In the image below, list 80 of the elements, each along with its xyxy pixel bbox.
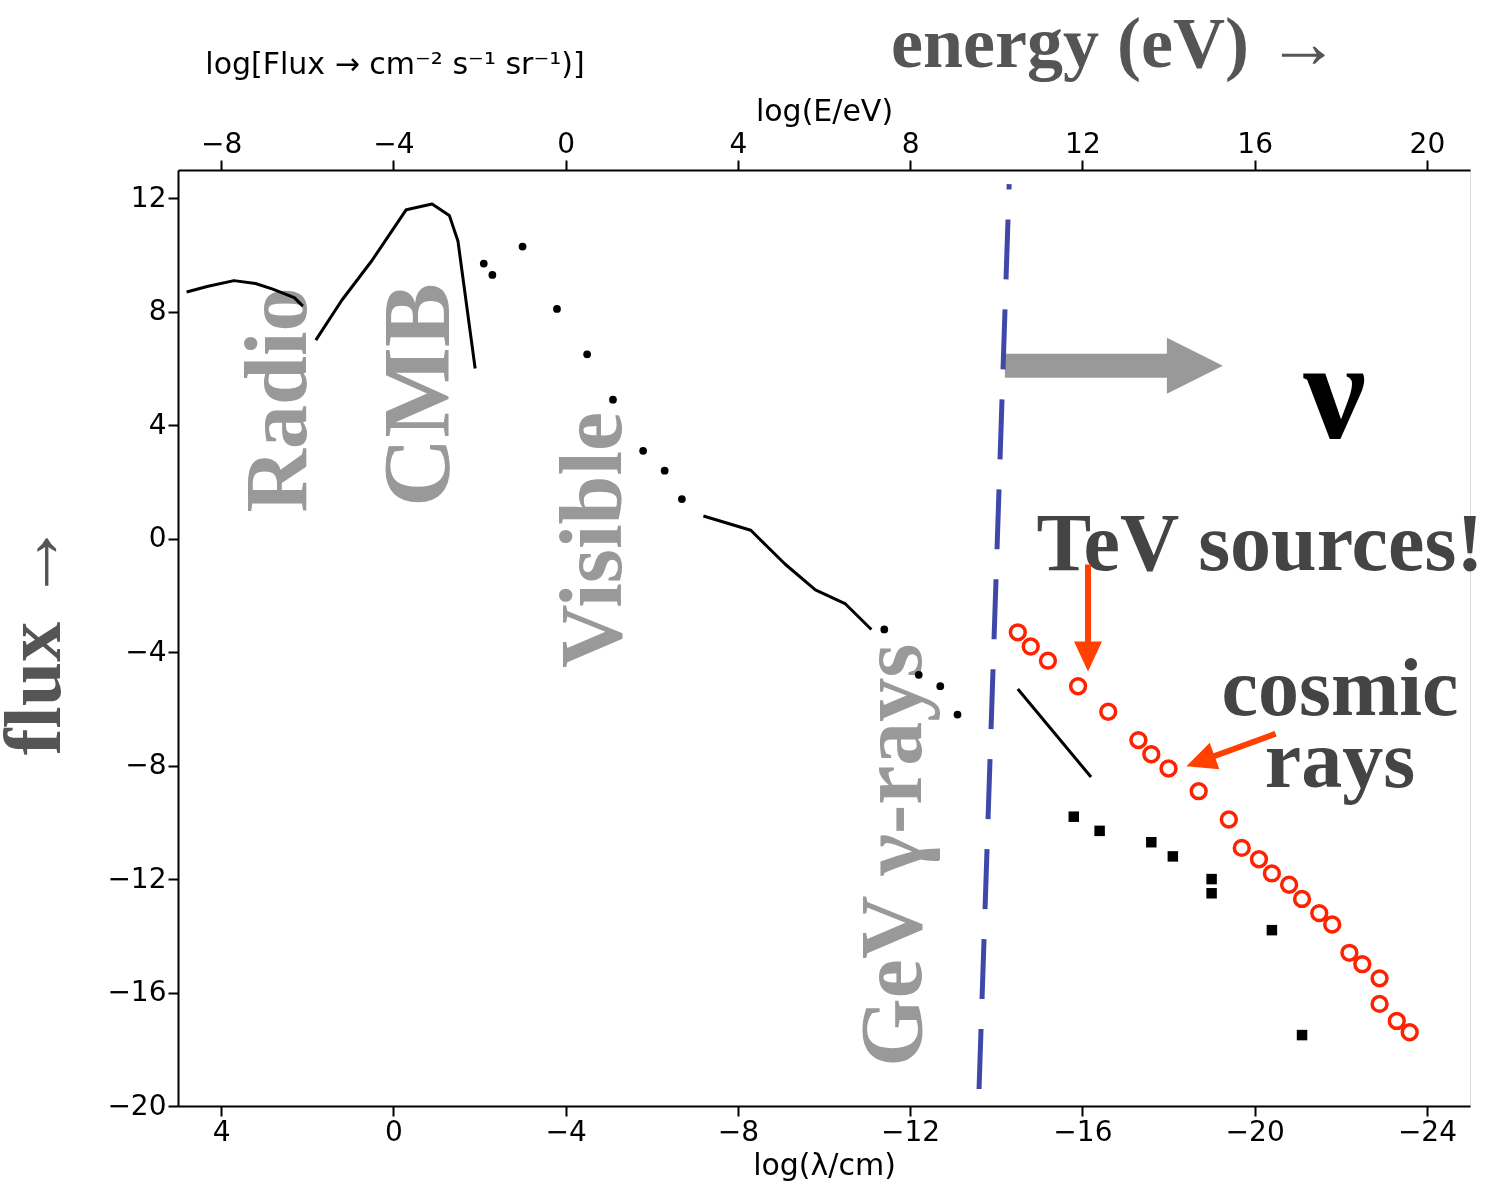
- point: [880, 625, 889, 634]
- x-tick-label: 0: [384, 1114, 403, 1148]
- point: [1219, 810, 1238, 829]
- y-tick-label: −20: [107, 1088, 167, 1122]
- point: [953, 710, 962, 719]
- point: [1189, 782, 1208, 801]
- point: [1068, 811, 1080, 822]
- y-tick-label: 4: [148, 407, 167, 441]
- text: energy (eV) →: [891, 3, 1339, 83]
- point: [553, 305, 561, 313]
- point: [1206, 888, 1217, 899]
- point: [1021, 637, 1040, 656]
- point: [1262, 864, 1282, 883]
- x2-tick-label: −8: [200, 126, 243, 160]
- point: [1146, 836, 1157, 848]
- x2-tick-label: 4: [729, 126, 748, 160]
- point: [678, 495, 686, 503]
- x2-tick-label: 20: [1409, 126, 1446, 160]
- x2-axis-title: log(E/eV): [755, 92, 894, 128]
- point: [1142, 745, 1161, 764]
- y-axis-title: flux →: [0, 521, 78, 756]
- point: [1323, 915, 1342, 934]
- point: [660, 466, 669, 475]
- annotation: GeV γ-rays: [843, 643, 940, 1067]
- y-tick-label: −4: [125, 634, 167, 668]
- x-tick-label: 4: [212, 1114, 231, 1148]
- point: [1099, 702, 1118, 721]
- point: [479, 259, 488, 268]
- point: [1370, 994, 1389, 1014]
- point: [1008, 623, 1027, 642]
- x2-tick-label: 12: [1065, 126, 1101, 160]
- point: [583, 350, 592, 359]
- point: [609, 395, 617, 404]
- x-tick-label: −4: [545, 1114, 587, 1148]
- point: [1387, 1011, 1406, 1031]
- x-axis-title: log(λ/cm): [753, 1146, 896, 1182]
- y-tick-label: −8: [125, 748, 167, 782]
- point: [1266, 924, 1278, 936]
- point: [1094, 825, 1105, 837]
- y-tick-label: 12: [130, 180, 167, 214]
- x2-tick-label: 0: [557, 126, 576, 160]
- y-tick-label: 8: [148, 294, 167, 328]
- point: [1370, 969, 1389, 988]
- point: [1206, 873, 1217, 885]
- x-tick-label: −24: [1397, 1114, 1457, 1148]
- point: [1159, 759, 1178, 778]
- point: [1038, 651, 1058, 670]
- point: [1249, 850, 1269, 869]
- y-tick-label: 0: [148, 521, 167, 555]
- annotation: ν: [1302, 312, 1367, 468]
- point: [1279, 875, 1299, 894]
- point: [1292, 889, 1312, 909]
- x2-tick-label: 8: [901, 126, 920, 160]
- annotation: TeV sources!: [1036, 497, 1484, 588]
- x2-tick-label: 16: [1237, 126, 1273, 160]
- point: [639, 446, 647, 455]
- line-series: [701, 514, 873, 631]
- x2-tick-label: −4: [373, 126, 415, 160]
- annotation: CMB: [363, 283, 470, 507]
- x-tick-label: −12: [881, 1114, 941, 1148]
- text: log[Flux → cm⁻² s⁻¹ sr⁻¹)]: [205, 46, 585, 81]
- point: [1167, 851, 1179, 862]
- x-tick-label: −8: [717, 1114, 760, 1148]
- point: [1310, 903, 1329, 923]
- point: [518, 242, 527, 251]
- point: [1232, 838, 1251, 858]
- x-tick-label: −16: [1053, 1114, 1113, 1148]
- annotation: cosmic rays: [1221, 642, 1459, 805]
- annotation: Visible: [543, 412, 640, 668]
- y-tick-label: −12: [107, 861, 167, 895]
- x-tick-label: −20: [1225, 1114, 1285, 1148]
- point: [1353, 955, 1372, 974]
- point: [1129, 730, 1148, 750]
- y-tick-label: −16: [107, 975, 167, 1009]
- annotation: Radio: [228, 287, 325, 513]
- point: [1340, 943, 1359, 962]
- point: [1296, 1029, 1308, 1041]
- point: [1400, 1023, 1419, 1042]
- point: [488, 271, 497, 279]
- point: [1068, 677, 1088, 696]
